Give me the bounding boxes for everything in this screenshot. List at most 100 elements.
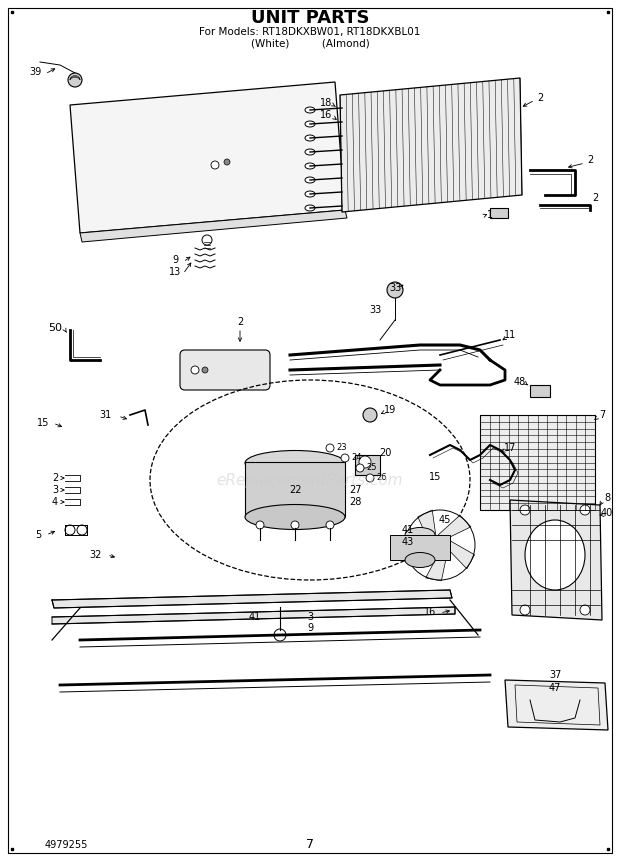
Circle shape (68, 73, 82, 87)
Text: 13: 13 (169, 267, 181, 277)
Text: 4: 4 (52, 497, 58, 507)
FancyBboxPatch shape (180, 350, 270, 390)
Text: 15: 15 (37, 418, 49, 428)
Text: 41: 41 (402, 525, 414, 535)
Circle shape (366, 474, 374, 482)
Polygon shape (52, 590, 452, 608)
Text: 9: 9 (172, 255, 178, 265)
Text: 26: 26 (377, 474, 388, 482)
Circle shape (202, 367, 208, 373)
Bar (530, 385, 550, 397)
Text: 43: 43 (402, 537, 414, 547)
Text: 18: 18 (320, 98, 332, 108)
Circle shape (434, 539, 446, 551)
Ellipse shape (305, 163, 315, 169)
Text: 5: 5 (35, 530, 41, 540)
Text: 33: 33 (389, 283, 401, 293)
Polygon shape (340, 78, 522, 212)
Text: 39: 39 (29, 67, 41, 77)
Text: 1: 1 (487, 210, 493, 220)
Circle shape (580, 505, 590, 515)
Text: 33: 33 (369, 305, 381, 315)
Text: 3: 3 (307, 612, 313, 622)
Polygon shape (510, 500, 602, 620)
Text: 9: 9 (307, 623, 313, 633)
Circle shape (387, 282, 403, 298)
Text: 19: 19 (384, 405, 396, 415)
Circle shape (65, 525, 75, 535)
Ellipse shape (405, 528, 435, 542)
Ellipse shape (405, 553, 435, 567)
Polygon shape (449, 540, 474, 569)
Text: 50: 50 (48, 323, 62, 333)
Polygon shape (418, 510, 436, 544)
Bar (355, 455, 380, 475)
Text: 25: 25 (367, 463, 377, 473)
Text: 31: 31 (99, 410, 111, 420)
Polygon shape (70, 82, 345, 233)
Text: 20: 20 (379, 448, 391, 458)
Circle shape (580, 605, 590, 615)
Ellipse shape (305, 205, 315, 211)
Text: 16: 16 (424, 607, 436, 617)
Polygon shape (404, 542, 436, 557)
Text: UNIT PARTS: UNIT PARTS (250, 9, 370, 27)
Text: 8: 8 (604, 493, 610, 503)
Text: 15: 15 (429, 472, 441, 482)
Text: 4979255: 4979255 (45, 840, 89, 850)
Polygon shape (505, 680, 608, 730)
Circle shape (77, 525, 87, 535)
Circle shape (211, 161, 219, 169)
Circle shape (224, 159, 230, 165)
Text: 27: 27 (348, 485, 361, 495)
Polygon shape (480, 415, 595, 510)
Text: 41: 41 (249, 612, 261, 622)
Bar (390, 535, 450, 560)
Bar (245, 462, 345, 517)
Text: (White)          (Almond): (White) (Almond) (250, 38, 370, 48)
Text: For Models: RT18DKXBW01, RT18DKXBL01: For Models: RT18DKXBW01, RT18DKXBL01 (199, 27, 421, 37)
Bar (490, 208, 508, 218)
Text: 28: 28 (349, 497, 361, 507)
Circle shape (520, 505, 530, 515)
Circle shape (356, 464, 364, 472)
Polygon shape (426, 552, 448, 581)
Text: 32: 32 (89, 550, 101, 560)
Circle shape (291, 521, 299, 529)
Text: 47: 47 (549, 683, 561, 693)
Text: 2: 2 (592, 193, 598, 203)
Circle shape (274, 629, 286, 641)
Ellipse shape (245, 505, 345, 530)
Text: 45: 45 (439, 515, 451, 525)
Text: 7: 7 (306, 839, 314, 852)
Text: 24: 24 (352, 454, 362, 462)
Polygon shape (52, 607, 455, 624)
Text: 2: 2 (52, 473, 58, 483)
Circle shape (326, 521, 334, 529)
Ellipse shape (305, 107, 315, 113)
Ellipse shape (305, 149, 315, 155)
Circle shape (202, 235, 212, 245)
Text: 2: 2 (537, 93, 543, 103)
Ellipse shape (525, 520, 585, 590)
Text: eReplacementParts.com: eReplacementParts.com (216, 473, 404, 487)
Polygon shape (80, 210, 347, 242)
Ellipse shape (305, 135, 315, 141)
Ellipse shape (305, 191, 315, 197)
Text: 3: 3 (52, 485, 58, 495)
Circle shape (191, 366, 199, 374)
Text: 17: 17 (504, 443, 516, 453)
Ellipse shape (305, 177, 315, 183)
Ellipse shape (305, 121, 315, 127)
Text: 2: 2 (587, 155, 593, 165)
Text: 23: 23 (337, 443, 347, 453)
Ellipse shape (245, 450, 345, 475)
Text: 2: 2 (237, 317, 243, 327)
Text: 16: 16 (320, 110, 332, 120)
Circle shape (326, 444, 334, 452)
Text: 37: 37 (549, 670, 561, 680)
Text: 7: 7 (599, 410, 605, 420)
Text: 22: 22 (289, 485, 301, 495)
Text: 40: 40 (601, 508, 613, 518)
Circle shape (256, 521, 264, 529)
